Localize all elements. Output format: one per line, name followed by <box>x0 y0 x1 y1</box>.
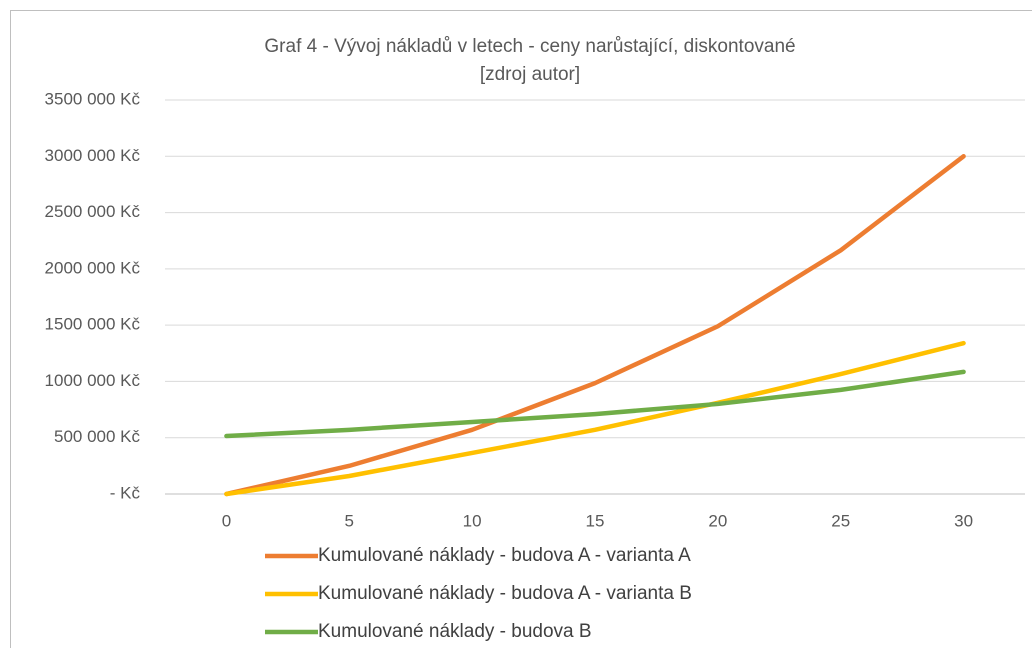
series-line <box>224 154 966 497</box>
x-tick-label: 15 <box>586 511 605 530</box>
x-tick-label: 30 <box>954 511 973 530</box>
y-tick-label: 1000 000 Kč <box>45 371 141 390</box>
y-tick-label: 3000 000 Kč <box>45 146 141 165</box>
y-tick-label: 2500 000 Kč <box>45 202 141 221</box>
y-tick-label: 1500 000 Kč <box>45 315 141 334</box>
series-line <box>224 369 966 439</box>
chart-border <box>10 10 1032 648</box>
x-tick-label: 25 <box>831 511 850 530</box>
legend-label: Kumulované náklady - budova A - varianta… <box>318 545 691 566</box>
chart-title: Graf 4 - Vývoj nákladů v letech - ceny n… <box>264 36 795 57</box>
y-tick-label: 2000 000 Kč <box>45 258 141 277</box>
legend-label: Kumulované náklady - budova A - varianta… <box>318 583 692 604</box>
chart-subtitle: [zdroj autor] <box>480 64 580 85</box>
x-tick-label: 5 <box>345 511 354 530</box>
series-line <box>224 340 966 497</box>
y-tick-label: - Kč <box>110 483 141 502</box>
x-tick-label: 20 <box>708 511 727 530</box>
x-tick-label: 10 <box>463 511 482 530</box>
x-tick-label: 0 <box>222 511 231 530</box>
y-tick-label: 500 000 Kč <box>54 427 141 446</box>
y-tick-label: 3500 000 Kč <box>45 89 141 108</box>
legend-label: Kumulované náklady - budova B <box>318 621 592 642</box>
